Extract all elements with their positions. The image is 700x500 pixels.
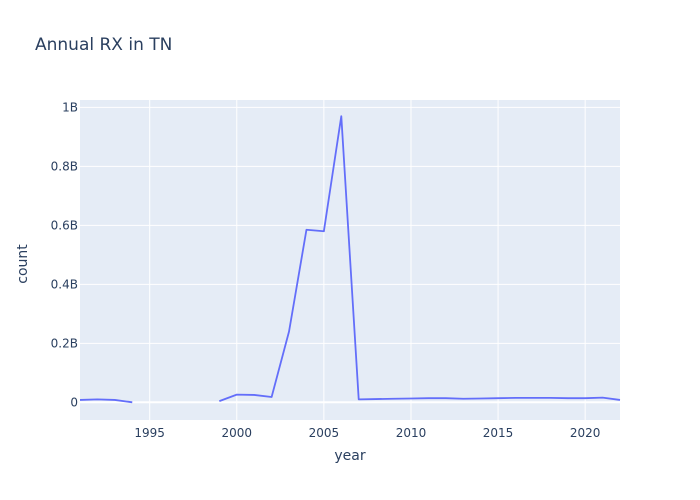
data-point[interactable] [112,397,118,403]
data-point[interactable] [303,227,309,233]
data-point[interactable] [530,395,536,401]
data-point[interactable] [216,398,222,404]
data-point[interactable] [94,396,100,402]
data-point[interactable] [373,396,379,402]
x-tick-labels: 1995 2000 2005 2010 2015 2020 [134,426,600,440]
y-tick-label: 0.4B [51,277,78,291]
data-point[interactable] [234,392,240,398]
series-line[interactable] [79,115,621,404]
data-point[interactable] [129,399,135,405]
x-gridlines [149,100,586,420]
x-tick-label: 2020 [570,426,601,440]
x-tick-label: 1995 [134,426,165,440]
data-point[interactable] [565,395,571,401]
data-point[interactable] [321,228,327,234]
x-tick-label: 2010 [396,426,427,440]
data-point[interactable] [495,395,501,401]
data-point[interactable] [478,395,484,401]
y-tick-labels: 0 0.2B 0.4B 0.6B 0.8B 1B [51,100,78,409]
x-axis-title: year [334,448,365,464]
data-point[interactable] [512,395,518,401]
data-point[interactable] [600,395,606,401]
y-tick-label: 0 [70,395,78,409]
data-point[interactable] [443,395,449,401]
data-point[interactable] [286,329,292,335]
y-gridlines [80,106,620,404]
data-point[interactable] [251,392,257,398]
data-point[interactable] [356,396,362,402]
y-tick-label: 0.8B [51,159,78,173]
x-tick-label: 2015 [483,426,514,440]
y-tick-label: 0.6B [51,218,78,232]
x-tick-label: 2005 [309,426,340,440]
data-point[interactable] [425,395,431,401]
x-tick-label: 2000 [222,426,253,440]
data-point[interactable] [408,395,414,401]
data-point[interactable] [269,394,275,400]
series-layer [79,113,623,405]
data-point[interactable] [582,395,588,401]
data-point[interactable] [617,397,623,403]
data-point[interactable] [460,396,466,402]
y-tick-label: 0.2B [51,336,78,350]
chart-title: Annual RX in TN [35,35,172,55]
data-point[interactable] [338,113,344,119]
y-tick-label: 1B [62,100,78,114]
y-axis-title: count [15,244,31,284]
data-point[interactable] [547,395,553,401]
data-point[interactable] [391,396,397,402]
